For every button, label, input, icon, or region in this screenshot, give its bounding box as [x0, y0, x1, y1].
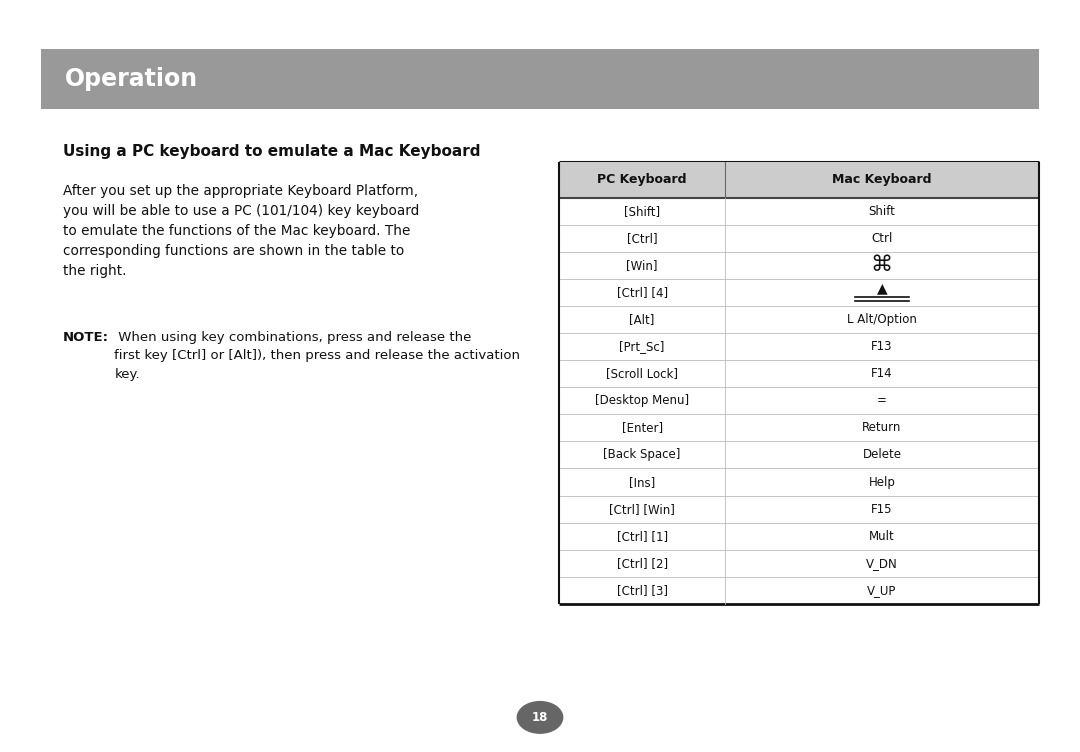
Text: Mult: Mult [869, 529, 895, 543]
Text: Mac Keyboard: Mac Keyboard [833, 173, 932, 186]
Text: NOTE:: NOTE: [63, 331, 109, 344]
Text: =: = [877, 394, 887, 408]
Text: Operation: Operation [65, 67, 198, 91]
Bar [559, 162, 1039, 198]
Text: [Shift]: [Shift] [624, 205, 660, 218]
Text: When using key combinations, press and release the
first key [Ctrl] or [Alt]), t: When using key combinations, press and r… [114, 331, 521, 381]
Text: Delete: Delete [863, 448, 902, 462]
Text: [Desktop Menu]: [Desktop Menu] [595, 394, 689, 408]
Text: ⌘: ⌘ [870, 256, 893, 275]
Text: [Ctrl]: [Ctrl] [626, 232, 658, 245]
Text: [Win]: [Win] [626, 259, 658, 272]
Text: [Ctrl] [1]: [Ctrl] [1] [617, 529, 667, 543]
Text: [Ctrl] [2]: [Ctrl] [2] [617, 556, 667, 570]
Text: After you set up the appropriate Keyboard Platform,
you will be able to use a PC: After you set up the appropriate Keyboar… [63, 184, 419, 278]
Text: [Back Space]: [Back Space] [604, 448, 680, 462]
Text: Shift: Shift [868, 205, 895, 218]
Bar [41, 49, 1039, 109]
Text: [Ctrl] [3]: [Ctrl] [3] [617, 584, 667, 597]
Text: 18: 18 [531, 711, 549, 724]
Text: [Ctrl] [4]: [Ctrl] [4] [617, 286, 667, 299]
Text: Return: Return [862, 421, 902, 435]
Text: Help: Help [868, 475, 895, 489]
Text: Using a PC keyboard to emulate a Mac Keyboard: Using a PC keyboard to emulate a Mac Key… [63, 144, 481, 159]
Text: V_UP: V_UP [867, 584, 896, 597]
Circle shape [517, 702, 563, 733]
Text: [Enter]: [Enter] [622, 421, 663, 435]
Text: [Alt]: [Alt] [630, 313, 654, 326]
Text: F15: F15 [872, 502, 893, 516]
Text: L Alt/Option: L Alt/Option [847, 313, 917, 326]
Text: [Ins]: [Ins] [629, 475, 656, 489]
Text: [Ctrl] [Win]: [Ctrl] [Win] [609, 502, 675, 516]
Text: ▲: ▲ [877, 281, 888, 295]
Text: F13: F13 [872, 340, 893, 353]
Text: [Prt_Sc]: [Prt_Sc] [620, 340, 665, 353]
Text: V_DN: V_DN [866, 556, 897, 570]
Text: [Scroll Lock]: [Scroll Lock] [606, 367, 678, 381]
Text: F14: F14 [872, 367, 893, 381]
Text: PC Keyboard: PC Keyboard [597, 173, 687, 186]
Text: Ctrl: Ctrl [872, 232, 892, 245]
